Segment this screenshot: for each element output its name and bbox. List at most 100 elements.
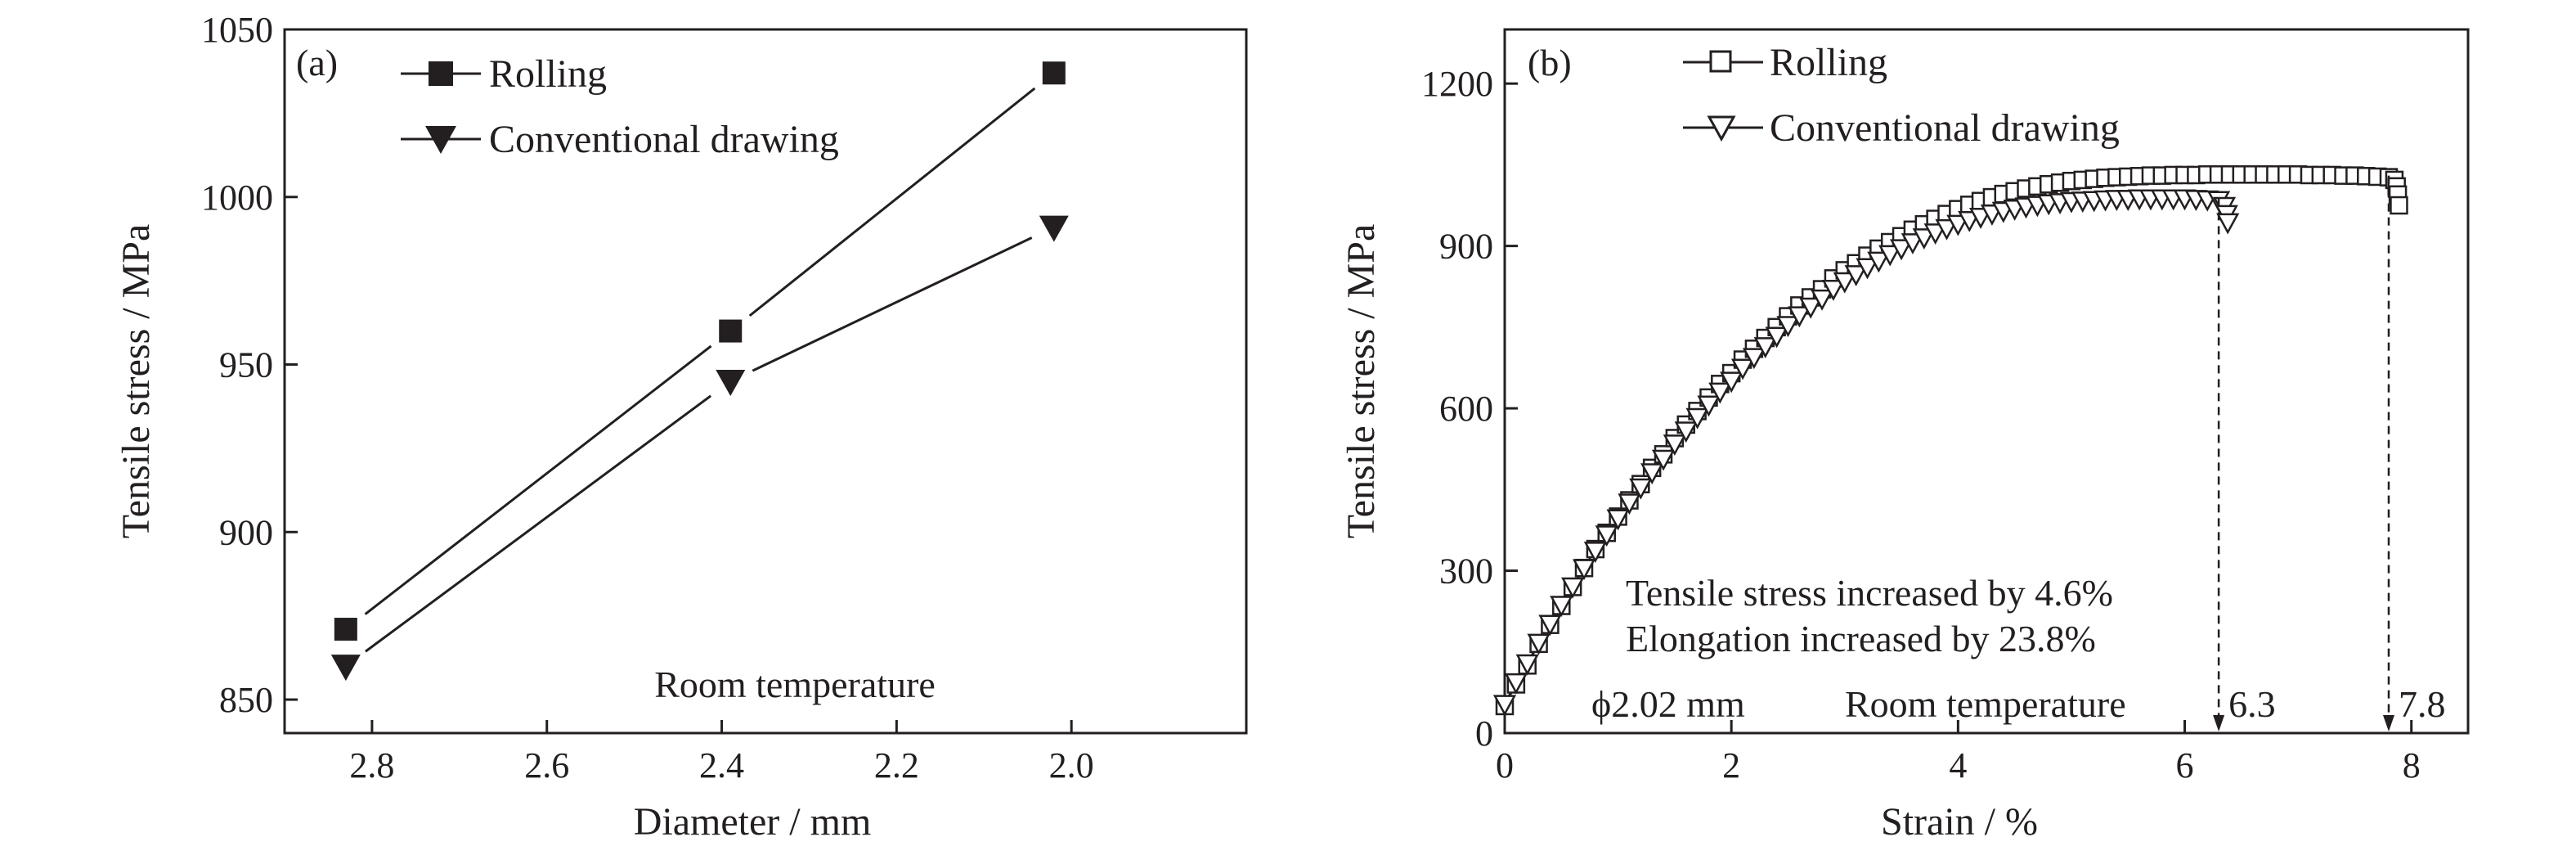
chart-b: (b) 0 2 4 6 8 0 300 600 900 1200 6.3 7.8 Tensile s… — [1340, 28, 2470, 844]
x-tick-label: 0 — [1496, 745, 1514, 785]
legend-label-conventional-b: Conventional drawing — [1770, 106, 2120, 150]
data-point-conventional — [1799, 297, 1823, 319]
data-point-conventional — [1515, 654, 1539, 676]
plot-frame-b — [1503, 28, 2470, 735]
data-point-conventional — [1663, 434, 1686, 457]
x-tick-label: 2.8 — [349, 745, 394, 785]
data-point-conventional — [1730, 358, 1755, 380]
y-tick-label: 900 — [219, 512, 273, 552]
series-line-segment — [364, 344, 712, 615]
legend-marker-rolling-a — [429, 61, 453, 86]
data-point-conventional — [330, 655, 361, 682]
data-point-conventional — [1753, 337, 1777, 358]
data-point-conventional — [1583, 542, 1607, 564]
data-point-conventional — [1538, 614, 1562, 637]
panel-label-b: (b) — [1528, 42, 1572, 83]
data-point-conventional — [1640, 463, 1664, 485]
data-point-conventional — [1878, 245, 1902, 267]
data-point-conventional — [1595, 525, 1618, 547]
data-point-conventional — [1685, 407, 1709, 430]
data-point-conventional — [716, 370, 746, 396]
y-tick-label: 600 — [1439, 389, 1493, 429]
x-tick-label: 2.0 — [1049, 745, 1094, 785]
data-point-conventional — [1606, 509, 1630, 531]
data-point-conventional — [1651, 449, 1676, 471]
x-tick-label: 4 — [1949, 745, 1967, 785]
y-tick-label: 300 — [1439, 551, 1493, 592]
legend-marker-conventional-a — [425, 126, 456, 154]
x-tick-label: 8 — [2403, 745, 2421, 785]
legend-b: Rolling Conventional drawing — [1683, 41, 2120, 150]
data-point-conventional — [1697, 395, 1721, 417]
fracture-arrow — [2382, 715, 2394, 731]
data-point-conventional — [1561, 577, 1585, 599]
data-point-conventional — [1674, 421, 1698, 443]
data-point-conventional — [1856, 258, 1879, 280]
y-tick-label: 850 — [219, 680, 273, 720]
data-point-conventional — [1492, 695, 1517, 717]
fracture-arrow — [2213, 715, 2225, 731]
data-point-conventional — [1742, 348, 1766, 370]
fracture-markers-b: 6.3 7.8 — [2213, 175, 2446, 731]
data-point-conventional — [1776, 316, 1800, 338]
data-point-rolling — [719, 319, 743, 343]
x-tick-label: 2 — [1722, 745, 1740, 785]
y-tick-label: 1200 — [1421, 64, 1493, 104]
y-tick-label: 1050 — [201, 10, 273, 50]
data-point-conventional — [1720, 371, 1744, 394]
data-point-rolling — [1042, 61, 1066, 85]
chart-a: (a) 2.8 2.6 2.4 2.2 2.0 850 900 950 1000 1050 Roo… — [114, 10, 1248, 844]
legend-a: Rolling Conventional drawing — [401, 52, 839, 161]
y-axis-title-a: Tensile stress / MPa — [114, 224, 158, 539]
y-tick-label: 0 — [1475, 713, 1493, 754]
tick-group-a: 2.8 2.6 2.4 2.2 2.0 850 900 950 1000 1050 — [201, 10, 1094, 785]
data-point-conventional — [1572, 559, 1596, 581]
fracture-label: 6.3 — [2228, 683, 2276, 725]
legend-label-conventional-a: Conventional drawing — [489, 118, 839, 161]
data-point-conventional — [1844, 265, 1868, 286]
data-point-conventional — [1821, 279, 1846, 301]
data-point-conventional — [1912, 228, 1936, 250]
annotation-room-temperature-a: Room temperature — [654, 664, 936, 705]
y-tick-label: 1000 — [201, 178, 273, 218]
data-point-conventional — [1629, 478, 1653, 500]
y-axis-title-b: Tensile stress / MPa — [1340, 224, 1383, 539]
data-point-conventional — [1867, 251, 1891, 273]
fracture-label: 7.8 — [2399, 683, 2446, 725]
data-point-rolling — [334, 618, 357, 641]
data-point-conventional — [1618, 493, 1641, 515]
x-tick-label: 2.2 — [874, 745, 919, 785]
data-point-conventional — [1923, 223, 1947, 245]
legend-label-rolling-a: Rolling — [489, 52, 607, 96]
series-line-segment — [752, 236, 1033, 372]
x-axis-title-b: Strain / % — [1881, 800, 2038, 844]
x-tick-label: 6 — [2176, 745, 2194, 785]
data-point-conventional — [1935, 218, 1959, 241]
data-point-conventional — [1810, 289, 1834, 311]
data-point-conventional — [1788, 306, 1811, 328]
data-point-conventional — [1765, 326, 1788, 349]
series-marks-a — [330, 61, 1069, 682]
data-point-conventional — [2216, 213, 2240, 235]
data-point-conventional — [1708, 382, 1732, 404]
data-point-conventional — [1504, 673, 1528, 695]
series-marks-b — [1492, 165, 2408, 717]
legend-marker-rolling-b — [1709, 50, 1732, 73]
series-line-segment — [365, 394, 712, 653]
data-point-rolling — [2390, 196, 2408, 215]
annotation-diameter: ϕ2.02 mm — [1591, 683, 1745, 725]
data-point-conventional — [1901, 233, 1925, 254]
tick-group-b: 0 2 4 6 8 0 300 600 900 1200 — [1421, 64, 2421, 785]
y-tick-label: 900 — [1439, 227, 1493, 267]
data-point-conventional — [1889, 239, 1914, 261]
panel-label-a: (a) — [296, 42, 338, 83]
data-point-conventional — [1039, 215, 1069, 242]
x-tick-label: 2.4 — [699, 745, 744, 785]
data-point-conventional — [1833, 272, 1856, 294]
series-lines-a — [364, 87, 1036, 653]
annotation-stress-increase: Tensile stress increased by 4.6% — [1626, 572, 2113, 614]
data-point-conventional — [1550, 596, 1573, 618]
data-point-conventional — [1527, 633, 1551, 655]
legend-marker-conventional-b — [1707, 115, 1736, 142]
